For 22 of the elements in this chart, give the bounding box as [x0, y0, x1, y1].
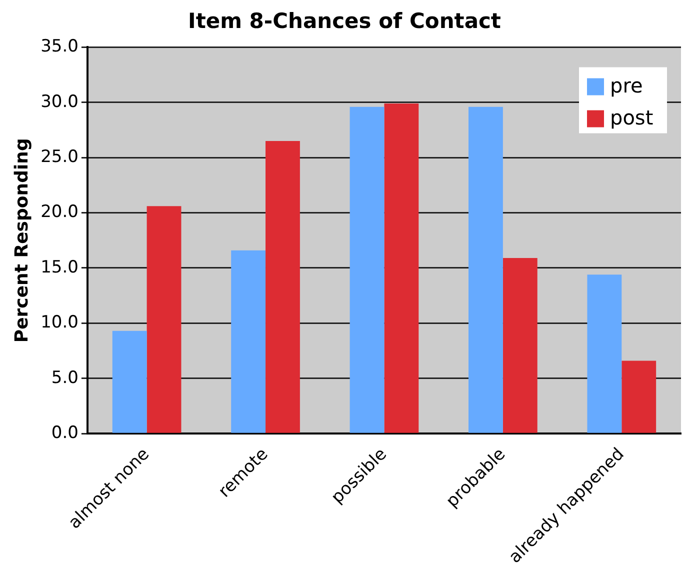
bar — [266, 141, 300, 433]
y-tick-label: 30.0 — [40, 92, 78, 112]
bar — [502, 258, 538, 433]
legend-label: pre — [610, 73, 643, 98]
y-tick-label: 0.0 — [51, 423, 78, 443]
bar — [468, 106, 503, 433]
chart-title: Item 8-Chances of Contact — [188, 9, 501, 34]
y-tick-label: 20.0 — [40, 202, 78, 222]
bar — [112, 330, 147, 433]
y-tick-label: 15.0 — [40, 257, 78, 278]
bar — [384, 104, 419, 433]
bar — [146, 206, 182, 433]
bar — [350, 106, 384, 433]
bar — [622, 360, 656, 433]
y-tick-label: 25.0 — [40, 147, 78, 168]
legend-label: post — [610, 105, 654, 130]
y-axis-title: Percent Responding — [11, 138, 32, 343]
bar — [587, 274, 622, 433]
y-tick-label: 35.0 — [40, 36, 78, 57]
y-tick-label: 5.0 — [51, 368, 78, 388]
y-tick-label: 10.0 — [40, 312, 78, 333]
bar — [231, 250, 266, 433]
